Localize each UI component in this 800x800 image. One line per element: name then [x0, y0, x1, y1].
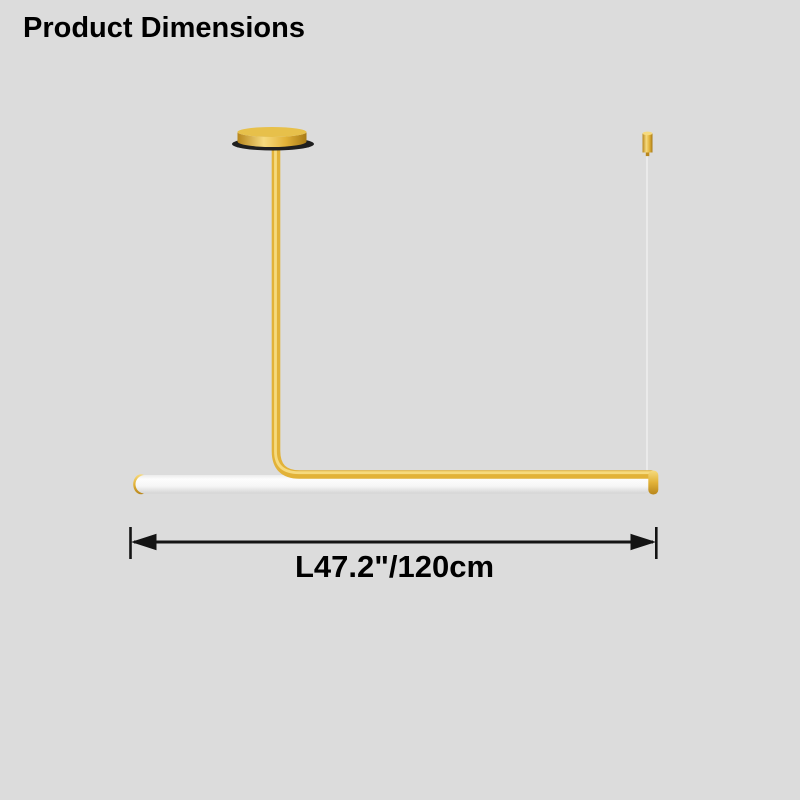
frame-rod-highlight: [274, 139, 652, 475]
wire-top-fitting: [642, 133, 653, 153]
wire-fitting-top-face: [642, 131, 653, 136]
dimension-arrowhead-right: [630, 533, 656, 551]
frame-rod: [271, 139, 653, 479]
page-title: Product Dimensions: [23, 12, 305, 44]
dimension-annotation: [129, 527, 658, 559]
light-tube: [135, 475, 653, 494]
tube-right-cap: [648, 470, 659, 495]
canopy-side: [237, 132, 307, 147]
dimension-arrowhead-left: [131, 533, 157, 551]
dimension-label: L47.2"/120cm: [294, 549, 495, 584]
canopy-top-face: [237, 127, 307, 137]
wire-fitting-connector: [645, 152, 650, 157]
